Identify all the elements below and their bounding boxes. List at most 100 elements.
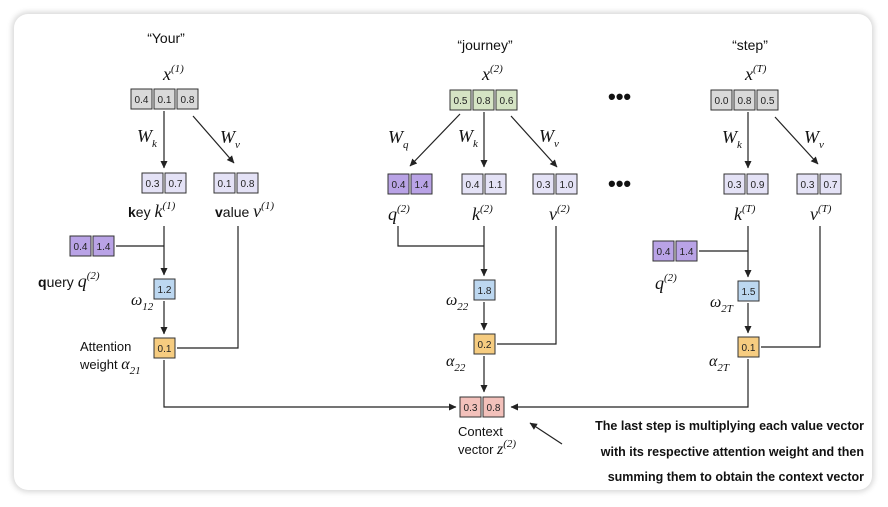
input-vector-x1: 0.4 0.1 0.8 <box>130 88 199 110</box>
vector-cell: 1.4 <box>680 247 694 258</box>
ellipsis-middle: ••• <box>608 171 631 196</box>
token-word-your: “Your” <box>147 30 185 46</box>
query-connector-col2 <box>397 226 484 247</box>
vT-label-col3: v(T) <box>810 203 832 224</box>
input-vector-xT: 0.0 0.8 0.5 <box>710 89 779 111</box>
svg-text:1.5: 1.5 <box>742 287 756 298</box>
context-label-line1: Context <box>458 424 503 439</box>
arrow-x1-to-value <box>192 115 235 164</box>
xT-label: x(T) <box>744 63 767 84</box>
context-vector: 0.3 0.8 <box>459 396 505 418</box>
vector-cell: 0.4 <box>657 247 671 258</box>
score-cell-col1: 1.2 <box>153 278 176 300</box>
attention-weight-cell-col1: 0.1 <box>153 337 176 359</box>
vector-cell: 0.5 <box>761 96 775 107</box>
kT-label-col3: k(T) <box>734 203 756 224</box>
vector-cell: 0.8 <box>181 95 195 106</box>
svg-text:1.2: 1.2 <box>158 285 172 296</box>
value-connector-col3 <box>761 226 821 348</box>
attention-weight-cell-col3: 0.1 <box>737 336 760 358</box>
value-label-col1: value v(1) <box>215 200 274 221</box>
key-vector-col2: 0.4 1.1 <box>461 173 507 195</box>
vector-cell: 0.8 <box>477 96 491 107</box>
vector-cell: 0.3 <box>537 180 551 191</box>
caption-line-1: The last step is multiplying each value … <box>595 419 864 433</box>
arrow-attnT-to-context <box>510 359 749 411</box>
caption-arrow <box>529 422 563 445</box>
arrow-attn1-to-context <box>163 360 457 411</box>
value-connector-col2 <box>497 226 557 345</box>
caption-line-2: with its respective attention weight and… <box>600 445 864 459</box>
score-cell-col3: 1.5 <box>737 280 760 302</box>
query-vector-col2: 0.4 1.4 <box>387 173 433 195</box>
svg-text:0.1: 0.1 <box>158 344 172 355</box>
attention-label-line1: Attention <box>80 339 131 354</box>
weight-wv-col2: Wv <box>539 126 559 150</box>
vector-cell: 0.3 <box>728 180 742 191</box>
weight-wq-col2: Wq <box>388 127 409 151</box>
weight-wv-col1: Wv <box>220 127 240 151</box>
vector-cell: 0.1 <box>158 95 172 106</box>
score-cell-col2: 1.8 <box>473 279 496 301</box>
arrow-x2-to-value <box>510 115 558 168</box>
vector-cell: 0.3 <box>464 403 478 414</box>
vector-cell: 0.4 <box>466 180 480 191</box>
token-word-journey: “journey” <box>457 37 513 53</box>
k2-label-col2: k(2) <box>472 203 493 224</box>
vector-cell: 0.1 <box>218 179 232 190</box>
key-label-col1: key k(1) <box>128 200 176 221</box>
weight-wk-col3: Wk <box>722 127 743 151</box>
vector-cell: 0.3 <box>801 180 815 191</box>
arrow-x2-to-query <box>409 113 461 167</box>
x2-label: x(2) <box>481 63 503 84</box>
vector-cell: 0.4 <box>135 95 149 106</box>
vector-cell: 0.4 <box>74 242 88 253</box>
v2-label-col2: v(2) <box>549 203 570 224</box>
svg-text:1.8: 1.8 <box>478 286 492 297</box>
query-label-col1: query q(2) <box>38 270 100 291</box>
attention-label-line2: weight α21 <box>79 356 141 377</box>
input-vector-x2: 0.5 0.8 0.6 <box>449 89 518 111</box>
vector-cell: 1.4 <box>97 242 111 253</box>
query-vector-col3: 0.4 1.4 <box>652 240 698 262</box>
vector-cell: 0.7 <box>824 180 838 191</box>
q2-label-col2: q(2) <box>388 203 410 224</box>
caption-line-3: summing them to obtain the context vecto… <box>608 470 864 484</box>
vector-cell: 0.4 <box>392 180 406 191</box>
vector-cell: 0.7 <box>169 179 183 190</box>
key-vector-col1: 0.3 0.7 <box>141 172 187 194</box>
vector-cell: 0.5 <box>454 96 468 107</box>
value-vector-col1: 0.1 0.8 <box>213 172 259 194</box>
vector-cell: 0.6 <box>500 96 514 107</box>
vector-cell: 0.3 <box>146 179 160 190</box>
alpha-label-col2: α22 <box>446 353 466 374</box>
omega-label-col2: ω22 <box>446 292 469 313</box>
value-vector-col3: 0.3 0.7 <box>796 173 842 195</box>
attention-weight-cell-col2: 0.2 <box>473 333 496 355</box>
q2-label-col3: q(2) <box>655 272 677 293</box>
weight-wk-col2: Wk <box>458 126 479 150</box>
vector-cell: 0.9 <box>751 180 765 191</box>
vector-cell: 0.8 <box>241 179 255 190</box>
vector-cell: 0.0 <box>715 96 729 107</box>
weight-wk-col1: Wk <box>137 126 158 150</box>
svg-text:0.1: 0.1 <box>742 343 756 354</box>
vector-cell: 1.0 <box>560 180 574 191</box>
ellipsis-top: ••• <box>608 84 631 109</box>
vector-cell: 0.8 <box>738 96 752 107</box>
x1-label: x(1) <box>162 63 184 84</box>
svg-text:0.2: 0.2 <box>478 340 492 351</box>
key-vector-col3: 0.3 0.9 <box>723 173 769 195</box>
alpha-label-col3: α2T <box>709 353 730 374</box>
vector-cell: 1.4 <box>415 180 429 191</box>
weight-wv-col3: Wv <box>804 127 824 151</box>
context-label-line2: vector z(2) <box>458 438 516 458</box>
value-vector-col2: 0.3 1.0 <box>532 173 578 195</box>
vector-cell: 0.8 <box>487 403 501 414</box>
vector-cell: 1.1 <box>489 180 503 191</box>
arrow-xT-to-value <box>774 116 819 165</box>
value-connector-col1 <box>177 226 239 349</box>
query-vector-col1: 0.4 1.4 <box>69 235 115 257</box>
token-word-step: “step” <box>732 37 768 53</box>
